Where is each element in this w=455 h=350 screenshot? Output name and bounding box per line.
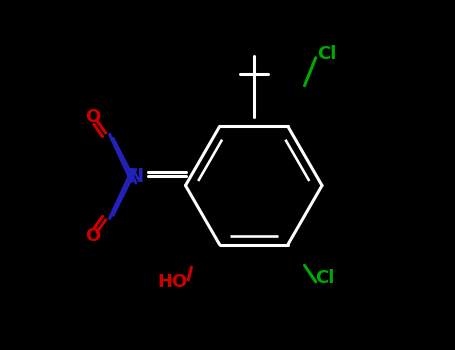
Text: N: N bbox=[128, 167, 144, 186]
Text: O: O bbox=[85, 227, 101, 245]
Text: O: O bbox=[85, 108, 101, 126]
Text: Cl: Cl bbox=[315, 269, 334, 287]
Text: HO: HO bbox=[157, 273, 187, 291]
Text: Cl: Cl bbox=[317, 45, 336, 63]
